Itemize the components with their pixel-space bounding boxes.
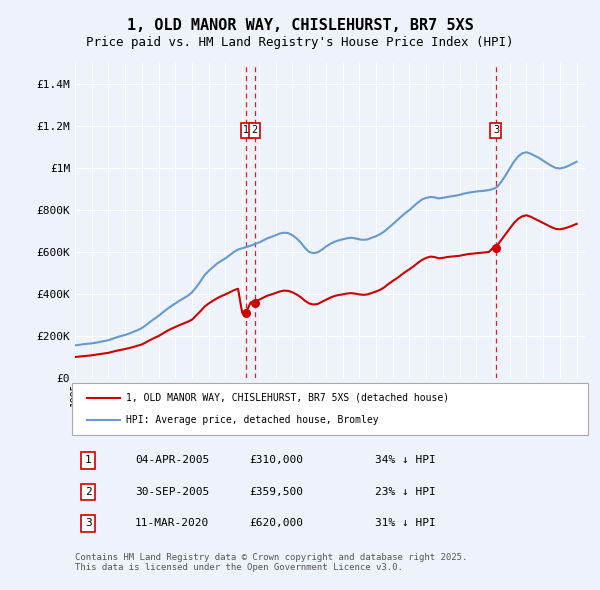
Text: 2: 2	[85, 487, 92, 497]
Text: 23% ↓ HPI: 23% ↓ HPI	[375, 487, 436, 497]
Text: 1: 1	[85, 455, 92, 466]
Text: £310,000: £310,000	[249, 455, 303, 466]
Text: 2: 2	[251, 125, 258, 135]
Text: 34% ↓ HPI: 34% ↓ HPI	[375, 455, 436, 466]
Text: 11-MAR-2020: 11-MAR-2020	[135, 518, 209, 528]
Text: 1: 1	[244, 125, 250, 135]
Text: 1, OLD MANOR WAY, CHISLEHURST, BR7 5XS: 1, OLD MANOR WAY, CHISLEHURST, BR7 5XS	[127, 18, 473, 33]
Text: 3: 3	[493, 125, 499, 135]
Text: 31% ↓ HPI: 31% ↓ HPI	[375, 518, 436, 528]
Text: Contains HM Land Registry data © Crown copyright and database right 2025.
This d: Contains HM Land Registry data © Crown c…	[75, 552, 467, 572]
Point	[242, 308, 251, 317]
Text: 1, OLD MANOR WAY, CHISLEHURST, BR7 5XS (detached house): 1, OLD MANOR WAY, CHISLEHURST, BR7 5XS (…	[126, 392, 449, 402]
Text: 30-SEP-2005: 30-SEP-2005	[135, 487, 209, 497]
Text: 3: 3	[85, 518, 92, 528]
Point	[491, 243, 500, 253]
Text: £359,500: £359,500	[249, 487, 303, 497]
Point	[250, 298, 260, 307]
Text: 04-APR-2005: 04-APR-2005	[135, 455, 209, 466]
Text: HPI: Average price, detached house, Bromley: HPI: Average price, detached house, Brom…	[126, 415, 379, 425]
Text: Price paid vs. HM Land Registry's House Price Index (HPI): Price paid vs. HM Land Registry's House …	[86, 36, 514, 49]
Text: £620,000: £620,000	[249, 518, 303, 528]
